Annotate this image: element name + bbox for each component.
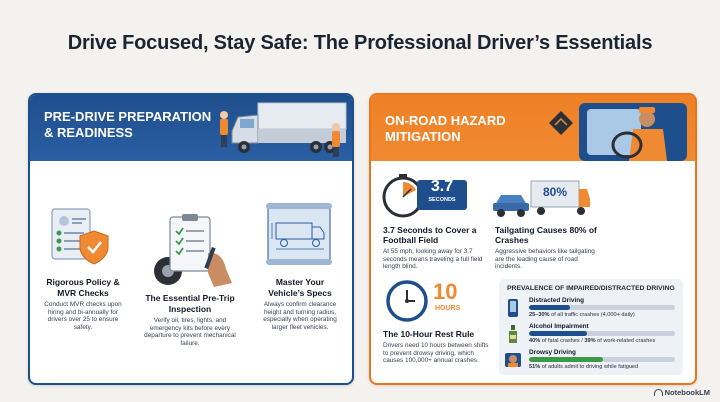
truck-inspection-icon bbox=[220, 102, 347, 157]
football-field-text: At 55 mph, looking away for 3.7 seconds … bbox=[383, 248, 483, 271]
vehicle-specs-item: Master Your Vehicle’s Specs Always confi… bbox=[258, 277, 342, 331]
distracted-bar bbox=[529, 305, 675, 310]
vehicle-specs-text: Always confirm clearance height and turn… bbox=[263, 301, 337, 331]
tailgating-title: Tailgating Causes 80% of Crashes bbox=[495, 225, 597, 245]
alcohol-label: Alcohol Impairment bbox=[529, 323, 589, 330]
driver-at-wheel-icon bbox=[549, 103, 687, 161]
drowsy-bar bbox=[529, 357, 675, 362]
hazard-mitigation-panel: On-Road Hazard Mitigation 3.7 SECONDS 3.… bbox=[369, 93, 697, 385]
tailgating-text: Aggressive behaviors like tailgating are… bbox=[495, 248, 595, 271]
stopwatch-unit: SECONDS bbox=[428, 197, 456, 203]
distracted-note: 25–30% of all traffic crashes (4,000+ da… bbox=[529, 312, 635, 318]
drowsy-label: Drowsy Driving bbox=[529, 349, 576, 356]
pre-trip-inspection-text: Verify oil, tires, lights, and emergency… bbox=[144, 317, 236, 347]
alcohol-bar-fill bbox=[529, 331, 588, 336]
distracted-bar-fill bbox=[529, 305, 570, 310]
stopwatch-icon bbox=[382, 174, 467, 218]
mvr-checks-title: Rigorous Policy & MVR Checks bbox=[46, 277, 120, 298]
inspection-clipboard-icon bbox=[154, 214, 232, 287]
football-field-item: 3.7 Seconds to Cover a Football Field At… bbox=[383, 225, 483, 271]
policy-document-icon bbox=[51, 208, 109, 265]
rest-value: 10 bbox=[433, 279, 458, 304]
rest-unit: HOURS bbox=[435, 305, 461, 312]
sleepy-driver-icon bbox=[505, 353, 521, 367]
pre-trip-inspection-title: The Essential Pre-Trip Inspection bbox=[145, 293, 235, 314]
pre-trip-inspection-item: The Essential Pre-Trip Inspection Verify… bbox=[142, 293, 238, 347]
vehicle-specs-title: Master Your Vehicle’s Specs bbox=[268, 277, 332, 298]
hazard-mitigation-header-title: On-Road Hazard Mitigation bbox=[385, 113, 506, 144]
bottle-icon bbox=[509, 325, 517, 343]
drowsy-note: 51% of adults admit to driving while fat… bbox=[529, 364, 639, 370]
football-field-title: 3.7 Seconds to Cover a Football Field bbox=[383, 225, 477, 245]
rest-rule-title: The 10-Hour Rest Rule bbox=[383, 329, 475, 339]
phone-icon bbox=[508, 299, 518, 317]
page-title: Drive Focused, Stay Safe: The Profession… bbox=[67, 32, 653, 54]
alcohol-note: 40% of fatal crashes / 39% of work-relat… bbox=[529, 338, 656, 344]
hazard-mitigation-header: On-Road Hazard Mitigation bbox=[371, 95, 695, 161]
rest-rule-text: Drivers need 10 hours between shifts to … bbox=[383, 342, 489, 365]
pre-drive-header-title: Pre-Drive Preparation & Readiness bbox=[44, 109, 212, 140]
alcohol-bar bbox=[529, 331, 675, 336]
prevalence-row-distracted: Distracted Driving 25–30% of all traffic… bbox=[505, 297, 679, 321]
distracted-label: Distracted Driving bbox=[529, 297, 585, 304]
pre-drive-panel: Pre-Drive Preparation & Readiness Rigor bbox=[28, 93, 354, 385]
vehicle-blueprint-icon bbox=[266, 203, 332, 265]
mvr-checks-text: Conduct MVR checks upon hiring and bi-an… bbox=[44, 301, 122, 331]
rest-rule-item: The 10-Hour Rest Rule Drivers need 10 ho… bbox=[383, 329, 491, 365]
pre-drive-header: Pre-Drive Preparation & Readiness bbox=[30, 95, 352, 161]
prevalence-row-alcohol: Alcohol Impairment 40% of fatal crashes … bbox=[505, 323, 679, 347]
notebooklm-brand: NotebookLM bbox=[653, 388, 710, 397]
prevalence-row-drowsy: Drowsy Driving 51% of adults admit to dr… bbox=[505, 349, 679, 373]
notebooklm-logo-icon bbox=[653, 389, 663, 396]
clock-icon bbox=[386, 280, 428, 322]
mvr-checks-item: Rigorous Policy & MVR Checks Conduct MVR… bbox=[42, 277, 124, 331]
stopwatch-value: 3.7 bbox=[430, 178, 454, 195]
tailgating-badge: 80% bbox=[542, 185, 568, 199]
tailgating-truck-car-icon bbox=[493, 180, 590, 217]
prevalence-title: PREVALENCE OF IMPAIRED/DISTRACTED DRIVIN… bbox=[507, 285, 675, 292]
drowsy-bar-fill bbox=[529, 357, 604, 362]
prevalence-box: PREVALENCE OF IMPAIRED/DISTRACTED DRIVIN… bbox=[499, 279, 683, 375]
tailgating-item: Tailgating Causes 80% of Crashes Aggress… bbox=[495, 225, 597, 271]
